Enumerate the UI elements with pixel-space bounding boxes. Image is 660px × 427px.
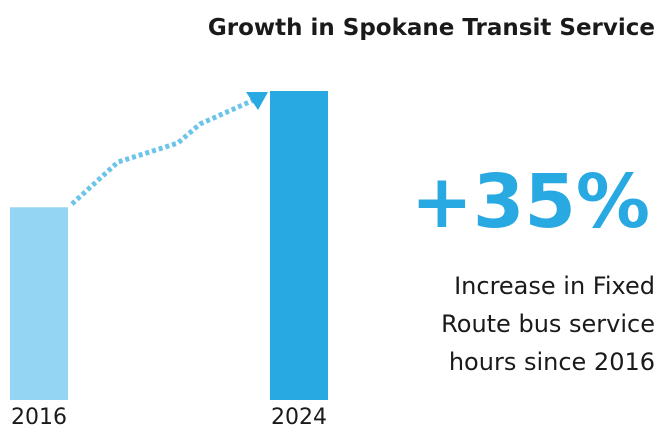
highlight: +35%: [411, 159, 650, 245]
bar: [270, 91, 328, 400]
x-tick-label: 2024: [271, 405, 327, 427]
arrow-head: [246, 92, 268, 110]
x-tick-label: 2016: [11, 405, 67, 427]
chart-title: Growth in Spokane Transit Service: [208, 15, 655, 41]
description-line: hours since 2016: [449, 348, 655, 376]
trend-arrow: [70, 96, 258, 206]
bar: [10, 207, 68, 400]
description-line: Increase in Fixed: [454, 272, 655, 300]
description-line: Route bus service: [441, 310, 655, 338]
